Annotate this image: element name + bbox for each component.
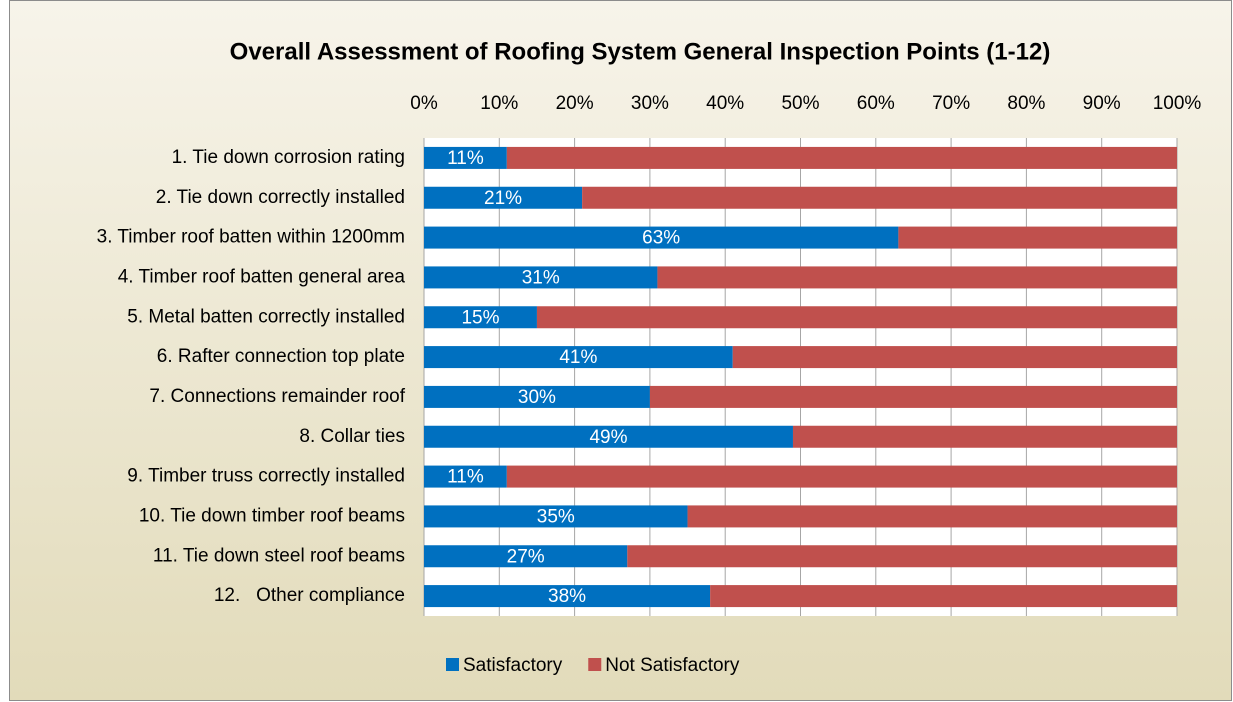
y-tick-label: 4. Timber roof batten general area: [118, 266, 406, 287]
x-tick-label: 100%: [1153, 93, 1202, 114]
bar-segment: [792, 425, 1177, 448]
data-label: 63%: [642, 228, 680, 249]
bar-segment: [732, 346, 1177, 369]
bar-segment: [424, 465, 507, 488]
chart-title: Overall Assessment of Roofing System Gen…: [230, 38, 1051, 65]
x-tick-label: 80%: [1007, 93, 1045, 114]
x-tick-label: 40%: [706, 93, 744, 114]
x-tick-label: 10%: [480, 93, 518, 114]
bar-segment: [424, 146, 507, 169]
bar-segment: [424, 385, 650, 408]
bar-segment: [710, 585, 1177, 608]
y-tick-label: 7. Connections remainder roof: [149, 386, 405, 407]
data-label: 38%: [548, 586, 586, 607]
bar-segment: [506, 465, 1178, 488]
bar-segment: [424, 505, 688, 528]
y-tick-label: 11. Tie down steel roof beams: [153, 545, 405, 566]
bar-segment: [687, 505, 1177, 528]
x-tick-label: 0%: [410, 93, 438, 114]
y-tick-label: 1. Tie down corrosion rating: [172, 147, 405, 168]
x-tick-label: 30%: [631, 93, 669, 114]
x-tick-label: 70%: [932, 93, 970, 114]
legend-swatch: [446, 658, 459, 671]
y-tick-label: 8. Collar ties: [299, 426, 405, 447]
legend-swatch: [588, 658, 602, 671]
x-tick-label: 60%: [857, 93, 895, 114]
bar-segment: [657, 266, 1177, 289]
legend-label: Satisfactory: [463, 655, 563, 676]
data-label: 21%: [484, 188, 522, 209]
x-tick-label: 90%: [1083, 93, 1121, 114]
bar-segment: [424, 266, 658, 289]
y-tick-label: 12. Other compliance: [214, 585, 405, 606]
data-label: 30%: [518, 387, 556, 408]
bar-segment: [582, 186, 1177, 209]
bar-segment: [424, 186, 583, 209]
data-label: 27%: [507, 546, 545, 567]
bar-segment: [424, 585, 711, 608]
x-tick-label: 50%: [781, 93, 819, 114]
bar-segment: [424, 306, 537, 329]
bar-segment: [536, 306, 1177, 329]
data-label: 31%: [522, 267, 560, 288]
data-label: 11%: [447, 148, 484, 169]
y-tick-label: 9. Timber truss correctly installed: [127, 466, 405, 487]
bar-segment: [424, 346, 733, 369]
bar-segment: [424, 226, 899, 249]
y-tick-label: 3. Timber roof batten within 1200mm: [97, 227, 405, 248]
x-tick-label: 20%: [556, 93, 594, 114]
y-tick-label: 6. Rafter connection top plate: [157, 346, 405, 367]
bar-segment: [424, 545, 628, 568]
bar-segment: [649, 385, 1177, 408]
bar-segment: [424, 425, 793, 448]
bar-segment: [627, 545, 1177, 568]
y-tick-label: 5. Metal batten correctly installed: [127, 306, 405, 327]
y-tick-label: 2. Tie down correctly installed: [156, 187, 405, 208]
data-label: 35%: [537, 506, 575, 527]
data-label: 15%: [461, 307, 499, 328]
bar-segment: [506, 146, 1178, 169]
data-label: 41%: [559, 347, 597, 368]
data-label: 11%: [447, 467, 484, 488]
bar-segment: [898, 226, 1177, 249]
legend-label: Not Satisfactory: [605, 655, 740, 676]
data-label: 49%: [589, 427, 627, 448]
y-tick-label: 10. Tie down timber roof beams: [139, 505, 405, 526]
